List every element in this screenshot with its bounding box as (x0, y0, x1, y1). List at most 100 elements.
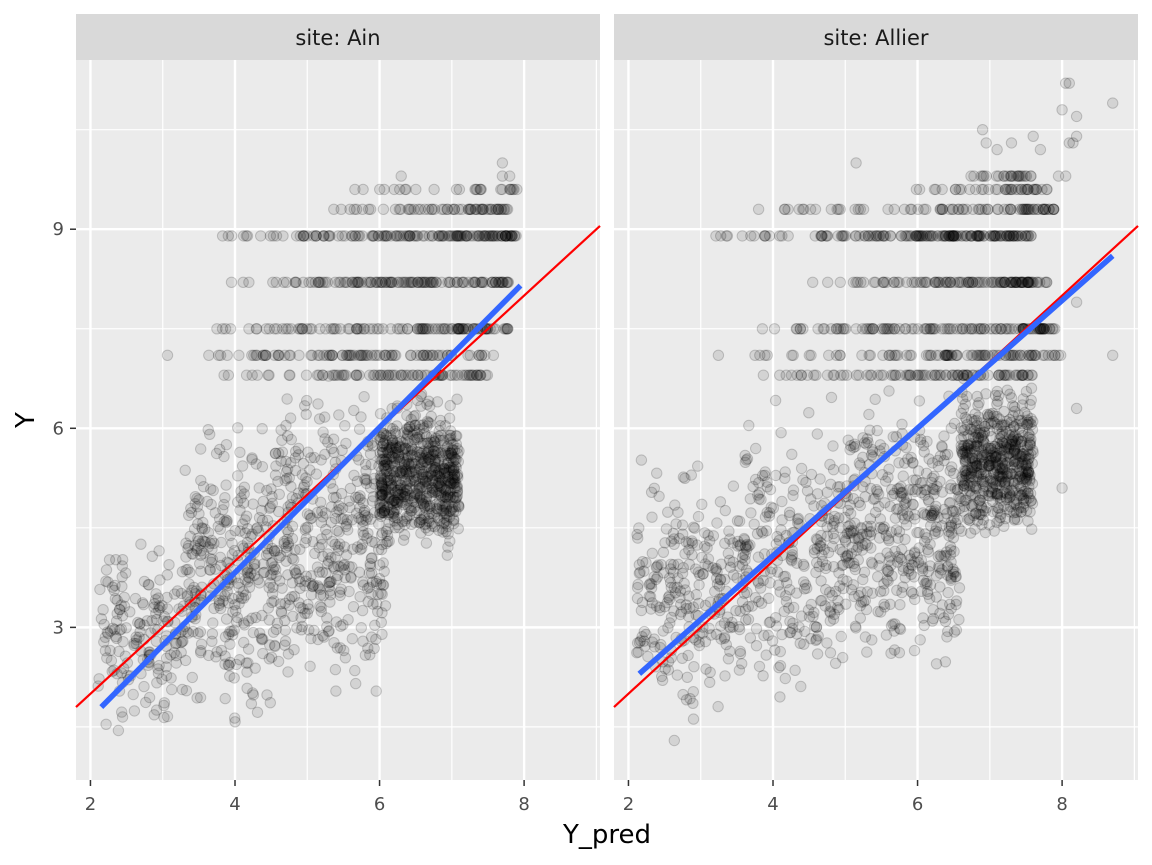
data-point (377, 427, 390, 439)
data-point (389, 203, 402, 216)
data-point (442, 471, 454, 483)
data-point (850, 276, 862, 288)
plot-background (76, 60, 600, 780)
data-point (234, 446, 246, 458)
data-point (114, 604, 126, 616)
data-point (154, 574, 166, 586)
data-point (424, 500, 436, 512)
data-point (356, 542, 368, 554)
data-point (282, 569, 294, 581)
data-point (759, 466, 771, 478)
data-point (1015, 506, 1027, 518)
data-point (389, 428, 402, 440)
data-point (289, 564, 301, 576)
data-point (404, 476, 416, 488)
data-point (403, 421, 416, 433)
data-point (118, 600, 131, 612)
data-point (1005, 137, 1018, 149)
data-point (768, 323, 781, 335)
data-point (939, 656, 952, 668)
data-point (346, 561, 358, 573)
data-point (442, 474, 454, 486)
data-point (230, 616, 243, 628)
data-point (354, 591, 366, 603)
data-point (376, 481, 389, 493)
data-point (407, 369, 420, 381)
data-point (1070, 110, 1083, 123)
data-point (300, 408, 312, 420)
data-point (896, 418, 908, 430)
data-point (309, 547, 321, 560)
data-point (403, 421, 416, 433)
data-point (183, 509, 195, 521)
data-point (283, 472, 295, 484)
data-point (329, 551, 341, 563)
data-point (375, 543, 388, 556)
data-point (453, 183, 466, 196)
data-point (805, 349, 817, 361)
data-point (313, 541, 325, 554)
data-point (974, 494, 986, 506)
data-point (315, 601, 327, 614)
data-point (429, 454, 442, 467)
data-point (384, 444, 396, 456)
data-point (205, 483, 217, 495)
data-point (779, 570, 791, 582)
data-point (289, 544, 301, 556)
data-point (1021, 444, 1034, 456)
data-point (378, 501, 390, 513)
data-point (317, 511, 329, 523)
data-point (405, 505, 418, 517)
data-point (378, 453, 390, 465)
data-point (360, 514, 372, 526)
data-point (242, 643, 255, 655)
data-point (910, 183, 923, 196)
data-point (156, 673, 168, 685)
data-point (365, 588, 377, 600)
data-point (375, 454, 388, 467)
data-point (376, 473, 388, 485)
data-point (115, 667, 128, 679)
data-point (402, 444, 414, 456)
data-point (195, 645, 207, 657)
data-point (932, 550, 944, 562)
data-point (632, 532, 644, 544)
data-point (323, 625, 335, 637)
data-point (399, 183, 411, 196)
data-point (432, 446, 444, 459)
data-point (436, 230, 448, 242)
data-point (763, 510, 775, 522)
data-point (137, 598, 150, 611)
data-point (762, 629, 774, 641)
data-point (379, 459, 391, 471)
data-point (1041, 183, 1053, 196)
data-point (687, 713, 700, 725)
data-point (504, 170, 516, 182)
data-point (128, 639, 140, 651)
data-point (413, 423, 426, 436)
data-point (943, 497, 956, 509)
data-point (322, 436, 334, 448)
data-point (314, 589, 327, 601)
data-point (845, 584, 858, 596)
data-point (448, 514, 460, 527)
data-point (191, 543, 204, 555)
data-point (331, 642, 343, 654)
data-point (270, 460, 282, 472)
data-point (404, 489, 417, 502)
data-point (957, 475, 969, 487)
data-point (362, 527, 374, 539)
data-point (232, 591, 245, 603)
data-point (442, 490, 454, 503)
data-point (129, 592, 142, 605)
data-point (192, 627, 204, 640)
data-point (352, 491, 364, 504)
data-point (679, 472, 691, 484)
data-point (253, 577, 266, 589)
data-point (256, 514, 269, 527)
y-tick-label: 3 (53, 617, 64, 638)
data-point (311, 506, 324, 519)
data-point (111, 594, 123, 607)
data-point (378, 460, 390, 472)
